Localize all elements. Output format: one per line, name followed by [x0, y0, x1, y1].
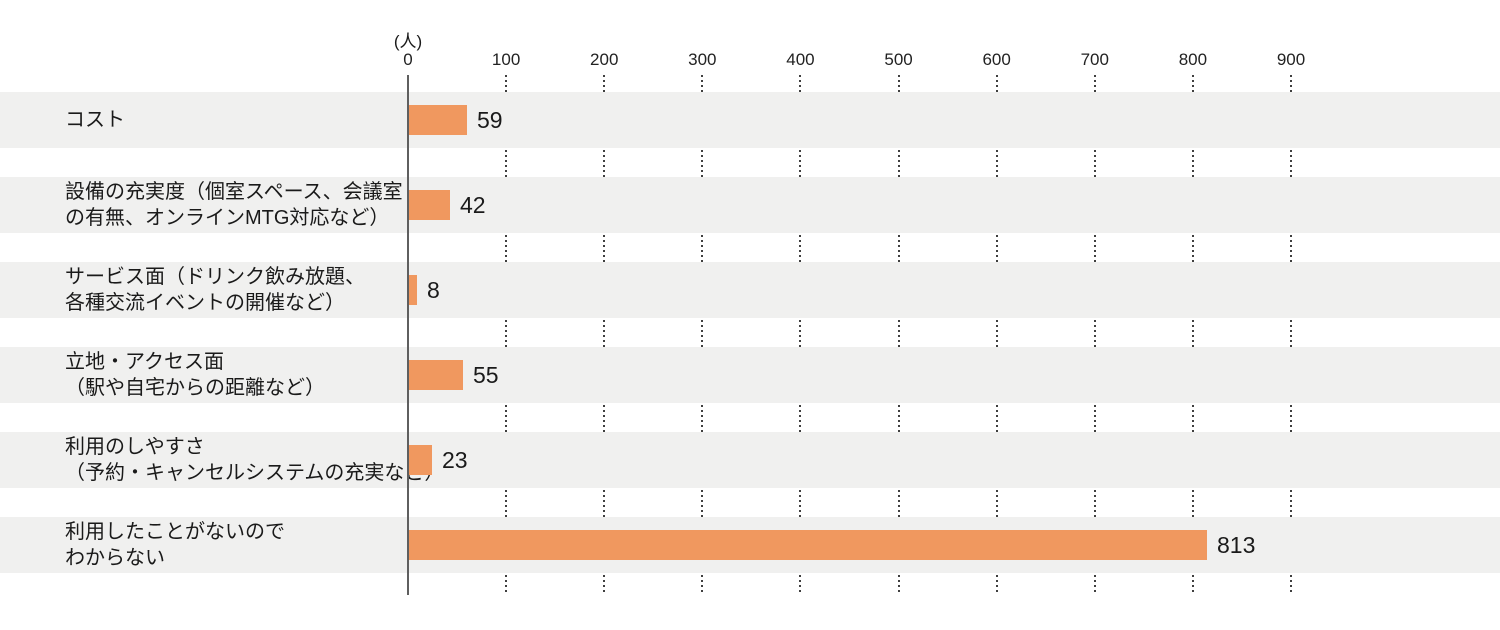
category-label-line: 設備の充実度（個室スペース、会議室 [65, 181, 403, 203]
gridline-dotted [603, 75, 606, 595]
category-label-line: わからない [65, 547, 165, 569]
x-tick-label: 900 [1276, 50, 1306, 69]
bar [409, 190, 450, 220]
x-tick-label: 600 [982, 50, 1011, 69]
category-label: 立地・アクセス面 （駅や自宅からの距離など） [65, 347, 325, 403]
x-tick-label: 100 [491, 50, 521, 69]
category-label: 利用のしやすさ （予約・キャンセルシステムの充実など） [65, 432, 444, 488]
bar [409, 445, 432, 475]
category-label-line: の有無、オンラインMTG対応など） [65, 207, 390, 229]
category-label-line: 利用したことがないので [65, 521, 285, 543]
x-tick-label: 500 [884, 50, 913, 69]
gridline-dotted [995, 75, 998, 595]
gridline-dotted [701, 75, 704, 595]
value-label: 59 [477, 107, 503, 133]
bar [409, 105, 467, 135]
category-label-line: 各種交流イベントの開催など） [65, 292, 345, 314]
category-label-line: サービス面（ドリンク飲み放題、 [65, 266, 365, 288]
category-band [0, 432, 1500, 488]
axis-unit-label: (人) [393, 32, 423, 51]
x-tick-label: 400 [786, 50, 815, 69]
x-tick-label: 700 [1080, 50, 1109, 69]
gridline-dotted [1290, 75, 1292, 595]
x-tick-label: 800 [1178, 50, 1208, 69]
value-label: 42 [460, 192, 486, 218]
gridline-dotted [1191, 75, 1194, 595]
category-label-line: 利用のしやすさ [65, 436, 205, 458]
category-label-line: （予約・キャンセルシステムの充実など） [65, 462, 445, 484]
value-label: 23 [442, 447, 468, 473]
gridline-dotted [505, 75, 508, 595]
x-tick-label: 200 [590, 50, 619, 69]
value-label: 55 [473, 362, 499, 388]
category-band [0, 177, 1500, 233]
value-label: 8 [427, 277, 440, 303]
gridline-dotted [1093, 75, 1096, 595]
category-label-line: コスト [65, 109, 125, 131]
bar [409, 360, 463, 390]
category-label-line: （駅や自宅からの距離など） [65, 377, 325, 399]
gridline-dotted [897, 75, 900, 595]
value-label: 813 [1217, 532, 1256, 558]
y-axis-line [407, 75, 409, 595]
category-label: サービス面（ドリンク飲み放題、 各種交流イベントの開催など） [65, 262, 365, 318]
category-label: コスト [65, 92, 125, 148]
category-band [0, 262, 1500, 318]
category-label: 設備の充実度（個室スペース、会議室 の有無、オンラインMTG対応など） [65, 177, 403, 233]
category-band [0, 347, 1500, 403]
bar [409, 530, 1207, 560]
category-label: 利用したことがないので わからない [65, 517, 285, 573]
category-band [0, 92, 1500, 148]
x-tick-label: 300 [688, 50, 717, 69]
gridline-dotted [799, 75, 802, 595]
x-tick-label: 0 [403, 50, 413, 69]
category-label-line: 立地・アクセス面 [65, 351, 224, 373]
bar [409, 275, 417, 305]
